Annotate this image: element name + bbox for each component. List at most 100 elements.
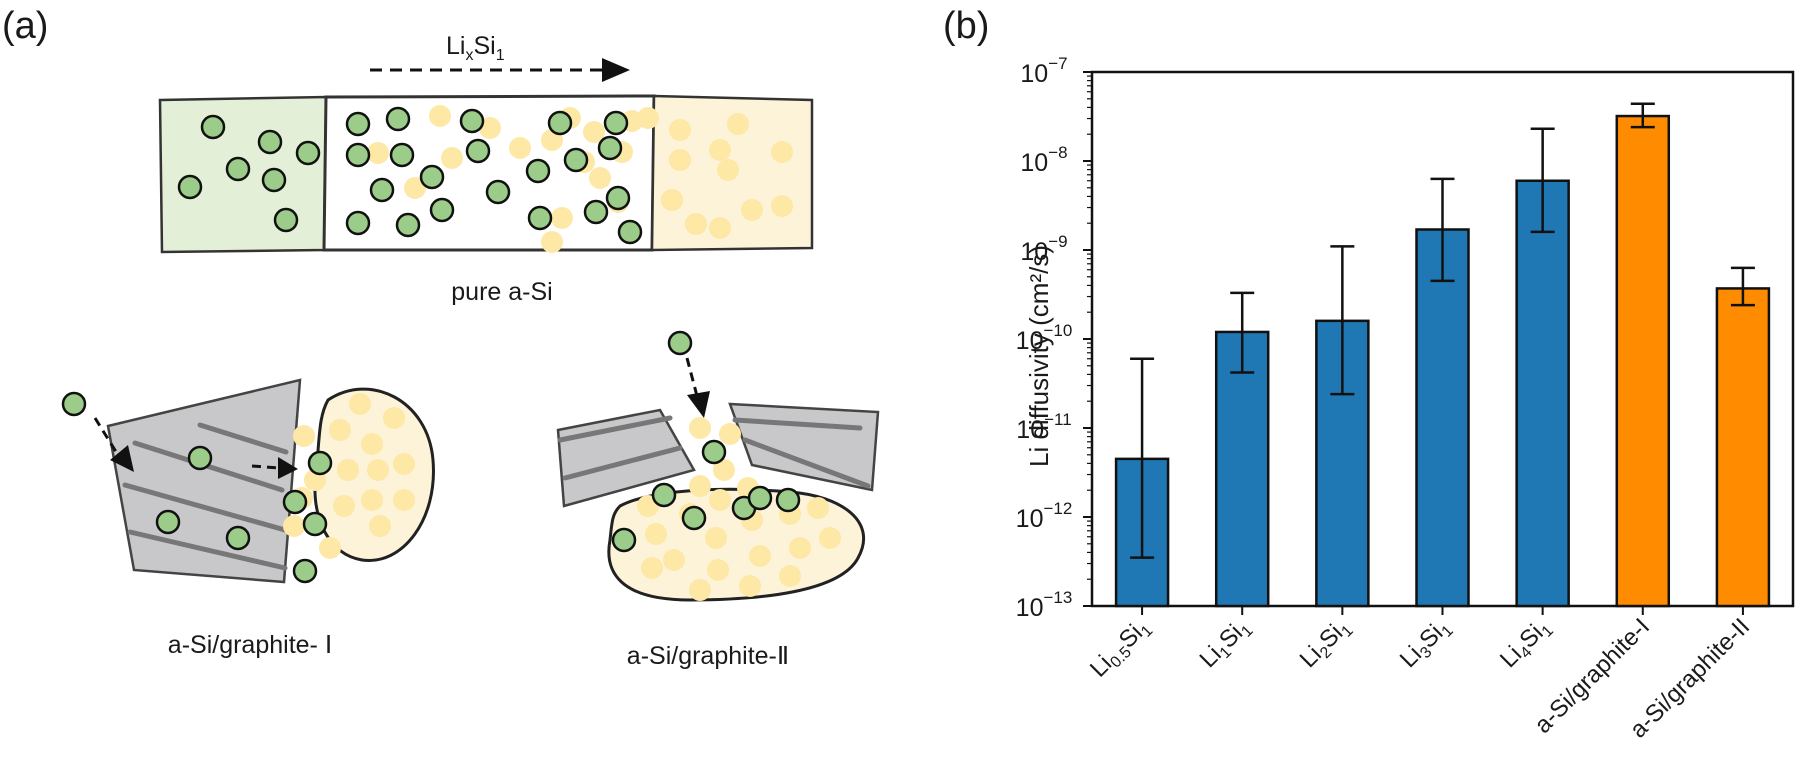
si-atom [807,497,829,519]
y-tick-label: 10−10 [1016,321,1073,355]
si-atom [551,207,573,229]
si-atom [319,537,341,559]
si-atom [709,139,731,161]
y-tick-label: 10−13 [1016,588,1073,622]
si-atom [727,113,749,135]
arrow-head [687,391,710,418]
li-atom [651,482,677,508]
li-atom [385,106,411,132]
si-atom [645,523,667,545]
li-atom [345,111,371,137]
lixsi-arrow-label: LixSi1 [446,32,505,64]
li-atoms [177,106,643,245]
li-atom [225,525,251,551]
pure-a-si-diagram [158,94,814,254]
li-atom [273,207,299,233]
graphite-ii-diagram [556,330,880,602]
graphite-i-caption: a-Si/graphite- Ⅰ [168,631,332,659]
error-bars [1130,102,1755,559]
si-atom [369,515,391,537]
x-tick-label: Li1Si1 [1194,613,1256,675]
x-tick-label: Li3Si1 [1395,613,1457,675]
si-atom [393,489,415,511]
si-atom [709,489,731,511]
si-atom [589,167,611,189]
si-atom [709,217,731,239]
si-atom [583,121,605,143]
y-tick-label: 10−9 [1020,232,1067,266]
li-atom [369,177,395,203]
si-atom [741,199,763,221]
li-atom [775,487,801,513]
si-atom [705,527,727,549]
y-axis-label: Li diffusivity (cm²/s) [1024,245,1054,467]
y-tick-label: 10−7 [1020,54,1067,88]
li-atom [225,156,251,182]
panel-b-label: (b) [943,5,989,47]
li-atom [261,167,287,193]
si-atom [393,453,415,475]
li-atom [701,439,727,465]
li-atom [345,210,371,236]
arrow-head [278,457,298,479]
si-atom [749,545,771,567]
li-atom [155,509,181,535]
si-atom [367,142,389,164]
li-atom [389,142,415,168]
si-atom [789,537,811,559]
bar [1715,287,1771,608]
graphite-ii-caption: a-Si/graphite-Ⅱ [627,642,789,670]
li-atom [307,450,333,476]
x-tick-label: Li2Si1 [1295,613,1357,675]
si-atom [641,557,663,579]
si-atom [771,195,793,217]
li-atom [200,114,226,140]
si-atom [479,117,501,139]
li-atom [667,330,693,356]
si-atom [669,149,691,171]
y-tick-label: 10−8 [1020,143,1067,177]
graphite-i-diagram [61,378,435,584]
arrow-head [602,58,630,82]
li-atom [302,511,328,537]
li-atom [429,197,455,223]
panel-a-label: (a) [2,5,48,47]
li-atom [465,138,491,164]
bar [1515,179,1570,608]
li-atom [617,219,643,245]
li-atom [295,140,321,166]
bar [1214,330,1270,608]
li-atom [527,205,553,231]
si-atom [283,515,305,537]
si-atom [689,579,711,601]
si-atom [713,459,735,481]
si-atom [717,159,739,181]
li-atom [547,110,573,136]
li-atom [187,445,213,471]
li-atom [282,489,308,515]
si-atom [293,425,315,447]
graphite-sheet-right [728,402,880,492]
si-atoms [367,105,793,253]
si-atom [509,137,531,159]
li-atom [61,391,87,417]
y-axis: 10−7 10−8 10−9 10−10 10−11 10−12 10−13 [1016,54,1092,622]
li-atoms [611,330,801,553]
li-atom [597,135,623,161]
graphite-sheet [106,378,302,584]
si-atom [333,495,355,517]
si-atom [429,105,451,127]
bar-chart: 10−7 10−8 10−9 10−10 10−11 10−12 10−13 Li0.5Si… [1016,54,1795,744]
si-atom [367,459,389,481]
si-atom [361,433,383,455]
si-atom [669,119,691,141]
li-atom [681,505,707,531]
pure-a-si-caption: pure a-Si [451,278,552,306]
li-atom [292,558,318,584]
si-atom [663,549,685,571]
arrow-head [110,445,134,472]
si-atom [707,559,729,581]
si-atom [689,417,711,439]
x-tick-label: Li0.5Si1 [1085,613,1157,685]
